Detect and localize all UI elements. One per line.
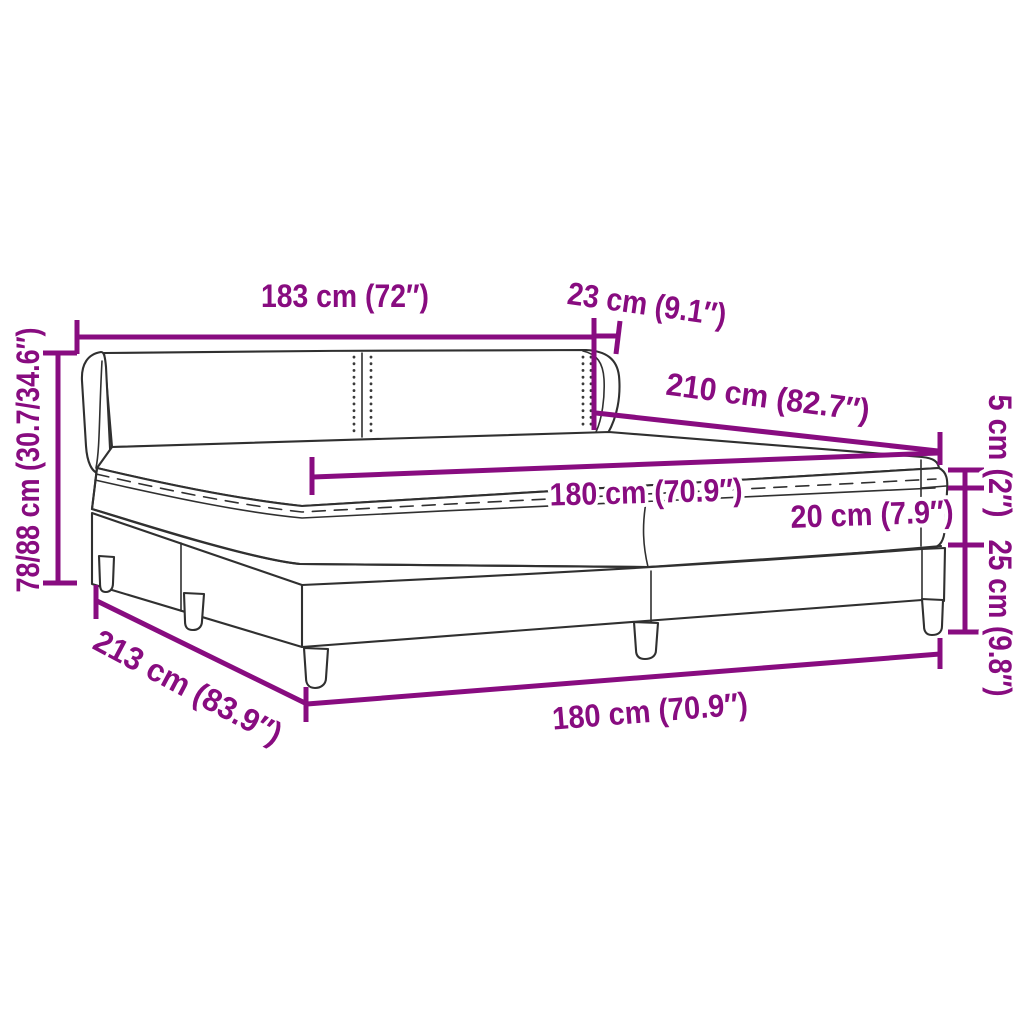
dim-tick	[613, 320, 623, 355]
dim-label-headboard-depth: 23 cm (9.1″)	[565, 275, 728, 333]
dim-label-total-height: 78/88 cm (30.7/34.6″)	[10, 328, 46, 593]
mattress-middle-seam	[642, 501, 649, 568]
dimension-lines	[43, 318, 984, 722]
dim-label-total-length: 213 cm (83.9″)	[88, 622, 289, 751]
dim-label-base-height: 25 cm (9.8″)	[982, 540, 1018, 697]
topper-piping-line	[94, 479, 936, 519]
bed-leg	[632, 620, 660, 661]
bed-leg	[920, 597, 945, 637]
dim-label-mattress-width: 180 cm (70.9″)	[549, 471, 743, 512]
dim-line-mattress-width	[312, 450, 939, 480]
dim-label-width-bottom: 180 cm (70.9″)	[551, 685, 749, 736]
dim-label-headboard-width: 183 cm (72″)	[261, 278, 429, 314]
bed-leg	[182, 591, 206, 632]
mattress-left-corner-edge	[90, 466, 99, 511]
topper-end-split	[920, 485, 947, 489]
dim-label-topper-height: 5 cm (2″)	[982, 395, 1018, 518]
dim-line-width-bottom	[306, 651, 941, 707]
mattress-zipper-line	[95, 473, 937, 513]
pillow-seam	[95, 360, 103, 469]
bed-leg	[302, 646, 330, 690]
dim-label-mattress-height: 20 cm (7.9″)	[790, 493, 954, 535]
dim-label-length-top: 210 cm (82.7″)	[664, 366, 872, 428]
dim-line-total-length	[95, 598, 309, 707]
dim-line-length-top	[595, 410, 939, 454]
bed-leg	[97, 554, 116, 594]
